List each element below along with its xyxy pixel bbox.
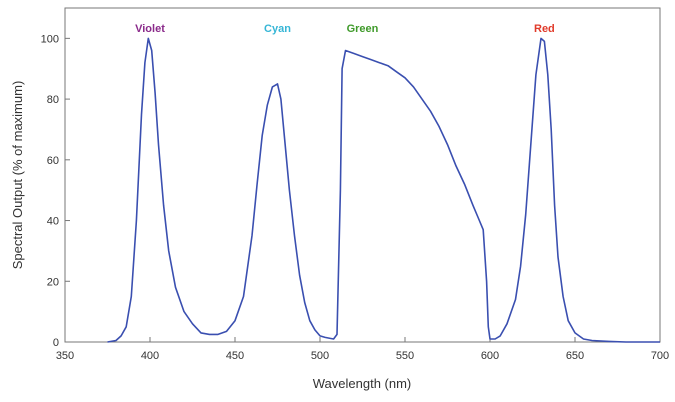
x-tick-label: 500 <box>311 350 329 362</box>
x-tick-label: 350 <box>56 350 74 362</box>
y-tick-label: 100 <box>41 33 59 45</box>
x-tick-label: 650 <box>566 350 584 362</box>
x-axis-title: Wavelength (nm) <box>313 376 412 391</box>
plot-frame <box>64 7 661 343</box>
x-tick-label: 600 <box>481 350 499 362</box>
peak-label-violet: Violet <box>135 23 165 35</box>
y-tick-label: 80 <box>47 94 59 106</box>
peak-label-red: Red <box>534 23 555 35</box>
x-tick-label: 450 <box>226 350 244 362</box>
peak-labels: Violet Cyan Green Red <box>135 23 555 35</box>
y-tick-label: 40 <box>47 216 59 228</box>
y-tick-label: 60 <box>47 155 59 167</box>
y-axis-title: Spectral Output (% of maximum) <box>10 81 25 270</box>
y-tick-label: 0 <box>53 337 59 349</box>
x-tick-label: 400 <box>141 350 159 362</box>
spectral-line <box>107 37 660 343</box>
x-tick-label: 700 <box>651 350 669 362</box>
y-axis-ticks: 0 20 40 60 80 100 <box>41 33 70 349</box>
x-tick-label: 550 <box>396 350 414 362</box>
x-axis-ticks: 350 400 450 500 550 600 650 700 <box>56 337 669 362</box>
peak-label-green: Green <box>347 23 379 35</box>
y-tick-label: 20 <box>47 276 59 288</box>
peak-label-cyan: Cyan <box>264 23 291 35</box>
